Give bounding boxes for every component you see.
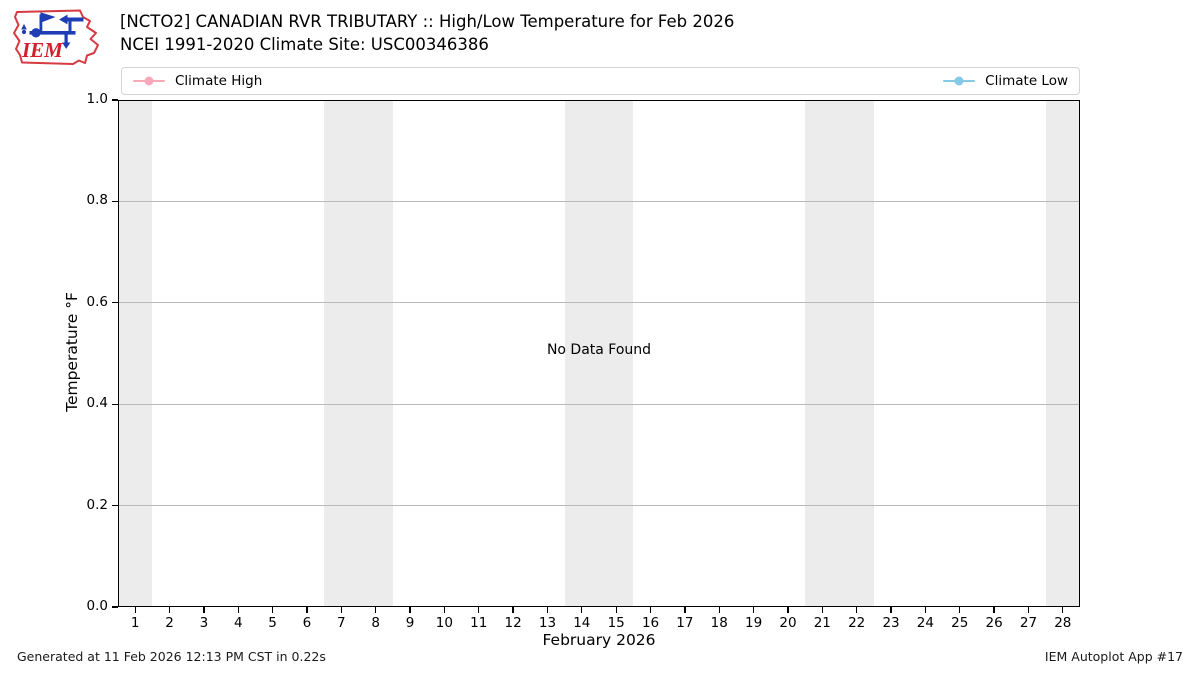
y-tick-mark — [112, 504, 118, 507]
x-tick-label: 28 — [1054, 615, 1072, 631]
no-data-message: No Data Found — [546, 342, 652, 358]
x-tick-label: 22 — [848, 615, 866, 631]
legend-entry-climate-high: Climate High — [133, 73, 262, 89]
y-gridline — [118, 403, 1080, 405]
y-gridline — [118, 505, 1080, 507]
climate-low-dot-icon — [954, 76, 964, 86]
x-tick-mark — [718, 607, 720, 613]
x-tick-label: 6 — [302, 615, 312, 631]
x-tick-label: 5 — [268, 615, 277, 631]
legend-label-climate-low: Climate Low — [985, 73, 1068, 89]
x-tick-label: 18 — [710, 615, 728, 631]
x-tick-label: 21 — [813, 615, 831, 631]
x-tick-label: 3 — [199, 615, 209, 631]
x-tick-mark — [237, 607, 239, 613]
x-tick-label: 8 — [371, 615, 380, 631]
legend: Climate High Climate Low — [121, 67, 1080, 95]
chart-subtitle: NCEI 1991-2020 Climate Site: USC00346386 — [120, 34, 489, 54]
y-tick-mark — [112, 606, 118, 608]
y-tick-mark — [112, 403, 118, 405]
x-tick-mark — [375, 607, 377, 613]
y-tick-label: 0.4 — [86, 395, 108, 412]
y-gridline — [118, 302, 1080, 304]
x-tick-mark — [409, 607, 411, 613]
x-tick-label: 13 — [538, 615, 557, 631]
x-tick-mark — [478, 607, 480, 613]
x-tick-label: 4 — [233, 615, 243, 631]
x-tick-mark — [1027, 607, 1030, 613]
x-tick-label: 11 — [470, 615, 488, 631]
x-tick-mark — [787, 607, 789, 613]
x-tick-label: 12 — [504, 615, 522, 631]
iem-logo: IEM — [10, 5, 108, 69]
x-tick-mark — [168, 607, 171, 613]
x-tick-label: 20 — [779, 615, 797, 631]
generated-timestamp: Generated at 11 Feb 2026 12:13 PM CST in… — [17, 649, 326, 664]
x-tick-mark — [271, 607, 274, 613]
x-tick-label: 2 — [165, 615, 174, 631]
x-tick-mark — [203, 607, 205, 613]
y-tick-label: 0.2 — [86, 496, 108, 513]
x-tick-label: 15 — [607, 615, 625, 631]
x-tick-mark — [752, 607, 755, 613]
legend-entry-climate-low: Climate Low — [943, 73, 1068, 89]
x-tick-mark — [340, 607, 342, 613]
y-tick-mark — [112, 99, 118, 101]
climate-high-dot-icon — [144, 76, 154, 86]
x-tick-mark — [443, 607, 446, 613]
x-tick-label: 19 — [745, 615, 763, 631]
climate-low-line-marker — [943, 76, 976, 86]
x-tick-label: 16 — [641, 615, 660, 631]
weekend-band — [564, 100, 634, 607]
x-tick-mark — [649, 607, 652, 613]
x-tick-label: 24 — [916, 615, 934, 631]
x-tick-label: 1 — [130, 615, 140, 631]
x-tick-mark — [993, 607, 995, 613]
iowa-outline-icon: IEM — [13, 9, 99, 65]
x-tick-label: 7 — [337, 615, 346, 631]
climate-high-line-marker — [133, 76, 165, 86]
weekend-band — [118, 100, 153, 607]
weekend-band — [1045, 100, 1080, 607]
y-axis-label: Temperature °F — [63, 292, 81, 412]
x-tick-mark — [306, 607, 308, 613]
x-tick-mark — [821, 607, 823, 613]
x-tick-label: 10 — [435, 615, 453, 631]
x-tick-label: 25 — [951, 615, 969, 631]
x-tick-label: 23 — [882, 615, 900, 631]
y-tick-mark — [112, 200, 118, 203]
x-tick-mark — [546, 607, 549, 613]
x-axis-label: February 2026 — [542, 631, 656, 649]
x-tick-mark — [856, 607, 858, 613]
x-tick-mark — [924, 607, 927, 613]
weekend-band — [324, 100, 393, 607]
weekend-band — [805, 100, 874, 607]
weather-vane-icon — [21, 12, 84, 49]
x-tick-mark — [134, 607, 136, 613]
y-tick-label: 0.8 — [86, 192, 108, 209]
chart-title: [NCTO2] CANADIAN RVR TRIBUTARY :: High/L… — [120, 12, 735, 31]
app-credit: IEM Autoplot App #17 — [1044, 649, 1183, 664]
x-tick-mark — [581, 607, 583, 613]
x-tick-mark — [890, 607, 892, 613]
x-tick-label: 27 — [1019, 615, 1038, 631]
x-tick-label: 17 — [676, 615, 694, 631]
x-tick-mark — [684, 607, 686, 613]
y-gridline — [118, 200, 1080, 202]
x-tick-label: 9 — [405, 615, 415, 631]
x-tick-label: 26 — [985, 615, 1003, 631]
iem-logo-text: IEM — [21, 38, 64, 62]
y-tick-label: 1.0 — [86, 91, 108, 107]
y-tick-mark — [112, 302, 118, 304]
y-tick-label: 0.0 — [86, 598, 108, 614]
y-tick-label: 0.6 — [86, 293, 108, 310]
x-tick-mark — [512, 607, 514, 613]
x-tick-mark — [959, 607, 961, 613]
x-tick-label: 14 — [573, 615, 591, 631]
legend-label-climate-high: Climate High — [175, 73, 263, 89]
x-tick-mark — [615, 607, 617, 613]
x-tick-mark — [1062, 607, 1064, 613]
